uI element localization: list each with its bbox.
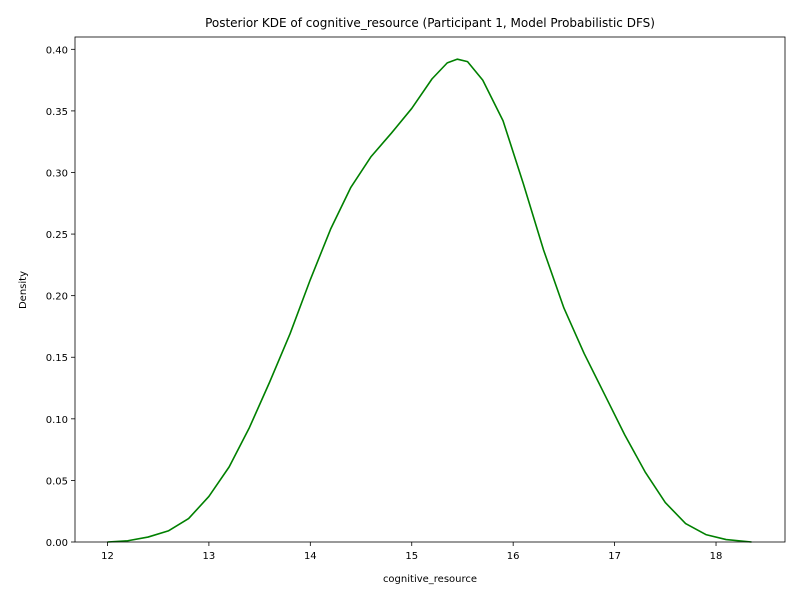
x-tick-label: 17 [608, 551, 621, 562]
y-tick-label: 0.35 [46, 107, 68, 118]
y-tick-label: 0.15 [46, 353, 68, 364]
y-tick-label: 0.00 [46, 538, 68, 549]
x-tick-label: 14 [304, 551, 317, 562]
x-tick-label: 15 [405, 551, 418, 562]
y-tick-label: 0.20 [46, 292, 68, 303]
y-tick-label: 0.05 [46, 476, 68, 487]
y-tick-label: 0.25 [46, 230, 68, 241]
y-axis-label: Density [18, 271, 29, 309]
kde-line [107, 58, 752, 543]
y-tick-label: 0.40 [46, 45, 68, 56]
x-tick-label: 18 [710, 551, 723, 562]
y-tick-label: 0.10 [46, 415, 68, 426]
x-tick-label: 16 [507, 551, 520, 562]
axes-frame [74, 36, 786, 543]
chart-title: Posterior KDE of cognitive_resource (Par… [205, 16, 655, 30]
x-tick-label: 13 [203, 551, 216, 562]
x-axis-label: cognitive_resource [383, 574, 477, 585]
x-tick-label: 12 [101, 551, 114, 562]
plot-area: 12 13 14 15 16 17 18 0.00 0.05 0.10 0.15 0.20 0.25 0.… [46, 36, 786, 562]
y-tick-label: 0.30 [46, 168, 68, 179]
